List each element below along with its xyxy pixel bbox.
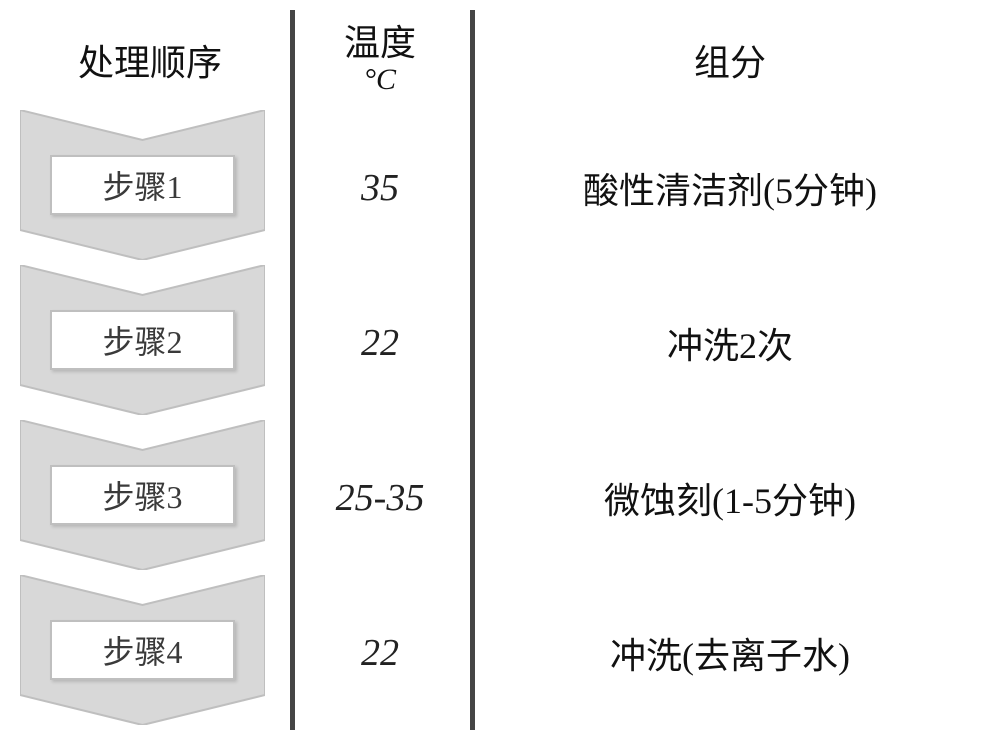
step-label: 步骤2 [50, 310, 235, 370]
chevron-list: 步骤1 步骤2 步骤3 步骤4 [10, 110, 290, 730]
step-label: 步骤3 [50, 465, 235, 525]
temperature-value: 22 [290, 575, 470, 730]
temperature-text: 25-35 [336, 476, 425, 520]
component-value: 冲洗(去离子水) [470, 575, 990, 730]
process-table: 处理顺序 步骤1 步骤2 步骤3 步骤4 温度 °C 35 22 25-35 22 组… [10, 10, 990, 730]
component-cells: 酸性清洁剂(5分钟)冲洗2次微蚀刻(1-5分钟)冲洗(去离子水) [470, 110, 990, 730]
header-temperature-unit: °C [364, 63, 396, 96]
temperature-text: 35 [361, 166, 399, 210]
header-temperature: 温度 °C [290, 10, 470, 110]
component-value: 酸性清洁剂(5分钟) [470, 110, 990, 265]
temperature-value: 35 [290, 110, 470, 265]
component-value: 微蚀刻(1-5分钟) [470, 420, 990, 575]
process-step-chevron: 步骤3 [10, 420, 290, 575]
temperature-text: 22 [361, 321, 399, 365]
step-label: 步骤4 [50, 620, 235, 680]
header-temperature-label: 温度 [344, 24, 416, 64]
column-sequence: 处理顺序 步骤1 步骤2 步骤3 步骤4 [10, 10, 290, 730]
column-temperature: 温度 °C 35 22 25-35 22 [290, 10, 470, 730]
process-step-chevron: 步骤1 [10, 110, 290, 265]
component-value: 冲洗2次 [470, 265, 990, 420]
header-sequence: 处理顺序 [10, 10, 290, 110]
temperature-value: 25-35 [290, 420, 470, 575]
process-step-chevron: 步骤2 [10, 265, 290, 420]
column-component: 组分 酸性清洁剂(5分钟)冲洗2次微蚀刻(1-5分钟)冲洗(去离子水) [470, 10, 990, 730]
temperature-cells: 35 22 25-35 22 [290, 110, 470, 730]
step-label: 步骤1 [50, 155, 235, 215]
header-component: 组分 [470, 10, 990, 110]
process-step-chevron: 步骤4 [10, 575, 290, 730]
temperature-text: 22 [361, 631, 399, 675]
temperature-value: 22 [290, 265, 470, 420]
